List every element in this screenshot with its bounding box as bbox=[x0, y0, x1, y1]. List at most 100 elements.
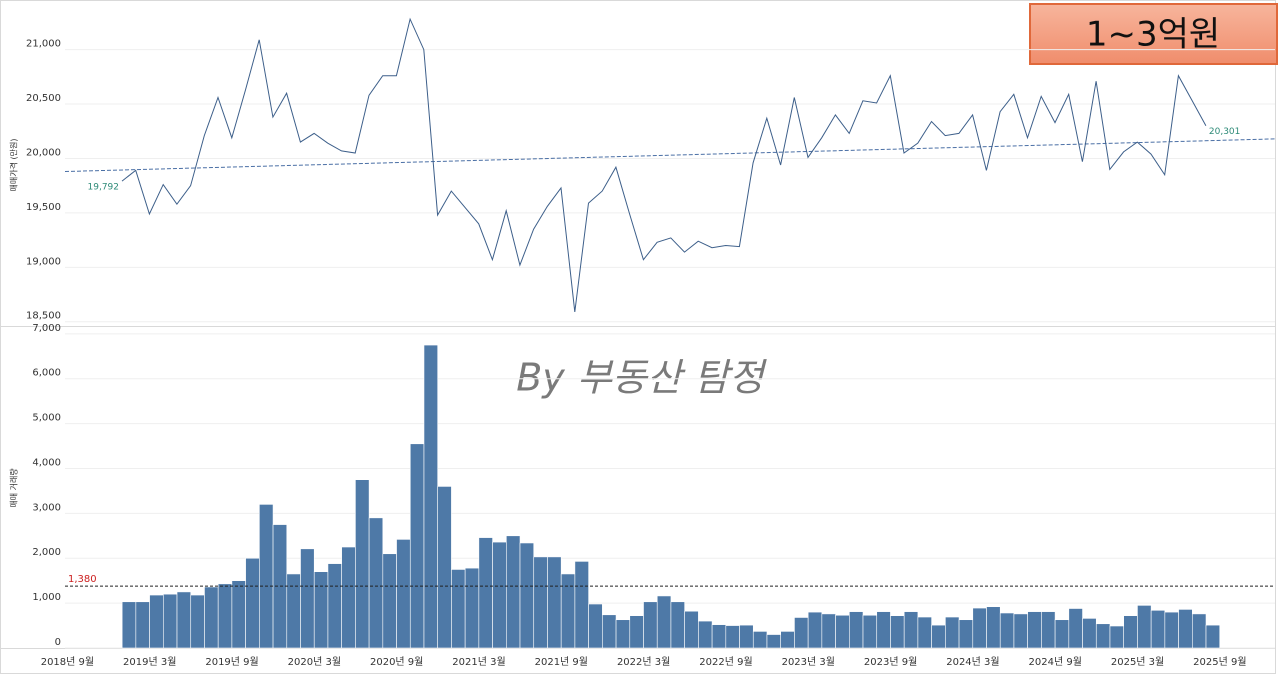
x-tick-label: 2021년 9월 bbox=[535, 656, 588, 668]
bar bbox=[1164, 611, 1179, 649]
bar bbox=[176, 591, 192, 649]
y-axis-title: 매매가격 (만원) bbox=[9, 139, 19, 192]
bar bbox=[766, 634, 781, 649]
y-tick-label: 1,000 bbox=[32, 592, 61, 603]
bar bbox=[1137, 605, 1152, 649]
bar bbox=[848, 611, 864, 649]
badge bbox=[1029, 3, 1278, 65]
x-tick-label: 2025년 9월 bbox=[1193, 656, 1246, 668]
bar bbox=[286, 573, 301, 649]
x-tick-label: 2020년 9월 bbox=[370, 656, 423, 668]
y-tick-label: 20,000 bbox=[26, 147, 61, 158]
x-tick-label: 2021년 3월 bbox=[452, 656, 505, 668]
trend-line bbox=[64, 138, 1276, 173]
bar bbox=[464, 567, 480, 649]
x-tick-label: 2022년 9월 bbox=[699, 656, 752, 668]
bar bbox=[1027, 611, 1042, 649]
bar bbox=[1013, 613, 1028, 649]
bar bbox=[1178, 609, 1193, 649]
bar bbox=[231, 580, 246, 649]
bar bbox=[519, 542, 535, 649]
bar bbox=[670, 601, 685, 649]
bar bbox=[821, 613, 836, 649]
bar bbox=[396, 539, 411, 649]
bar bbox=[1192, 613, 1207, 649]
bar bbox=[725, 625, 740, 649]
bar bbox=[986, 606, 1001, 649]
bar bbox=[684, 610, 699, 649]
bar bbox=[217, 583, 233, 649]
bar bbox=[656, 595, 672, 649]
bar bbox=[451, 569, 466, 649]
bar bbox=[931, 624, 946, 649]
bar bbox=[1095, 623, 1111, 649]
bar bbox=[698, 620, 713, 649]
bar bbox=[300, 548, 315, 649]
bar bbox=[615, 619, 631, 649]
bar bbox=[711, 624, 727, 649]
badge-text: 1~3억원 bbox=[1086, 15, 1220, 55]
bar bbox=[560, 573, 576, 649]
bar bbox=[903, 611, 919, 649]
x-tick-label: 2019년 3월 bbox=[123, 656, 176, 668]
bar bbox=[1041, 611, 1056, 649]
data-label: 20,301 bbox=[1209, 127, 1241, 137]
bar bbox=[135, 601, 150, 649]
watermark: By 부동산 탐정 bbox=[516, 356, 768, 400]
data-label: 19,792 bbox=[88, 183, 120, 193]
bar bbox=[752, 631, 768, 649]
bar bbox=[505, 535, 521, 649]
bar bbox=[423, 344, 439, 649]
bar bbox=[958, 619, 974, 649]
bar bbox=[1109, 625, 1124, 649]
y-tick-label: 18,500 bbox=[26, 311, 61, 322]
bar bbox=[341, 546, 356, 649]
bar bbox=[588, 603, 603, 649]
y-tick-label: 19,000 bbox=[26, 256, 61, 267]
bar bbox=[313, 571, 329, 649]
bar bbox=[629, 615, 644, 649]
bar bbox=[890, 615, 905, 649]
bar bbox=[259, 504, 274, 649]
bar bbox=[999, 612, 1015, 649]
y-tick-label: 2,000 bbox=[32, 547, 61, 558]
bar bbox=[917, 616, 932, 649]
bar bbox=[355, 479, 370, 649]
bar bbox=[478, 537, 493, 649]
bar bbox=[437, 486, 452, 649]
bar bbox=[1150, 610, 1166, 649]
x-tick-label: 2023년 3월 bbox=[782, 656, 835, 668]
bar bbox=[972, 607, 987, 649]
bar bbox=[547, 556, 562, 649]
bar bbox=[876, 611, 891, 649]
bar bbox=[533, 556, 548, 649]
bar bbox=[643, 601, 658, 649]
bar bbox=[1082, 618, 1097, 649]
y-tick-label: 7,000 bbox=[32, 323, 61, 334]
bar bbox=[1123, 615, 1138, 649]
bar bbox=[1054, 619, 1070, 649]
bar bbox=[739, 624, 754, 649]
bar bbox=[574, 561, 589, 649]
bar bbox=[602, 614, 617, 649]
y-tick-label: 3,000 bbox=[32, 502, 61, 513]
y-tick-label: 4,000 bbox=[32, 457, 61, 468]
reference-label: 1,380 bbox=[68, 574, 97, 585]
x-tick-label: 2025년 3월 bbox=[1111, 656, 1164, 668]
bar bbox=[204, 586, 219, 649]
y-tick-label: 5,000 bbox=[32, 413, 61, 424]
bar bbox=[780, 631, 795, 649]
x-tick-label: 2020년 3월 bbox=[288, 656, 341, 668]
bar bbox=[862, 614, 878, 649]
x-tick-label: 2023년 9월 bbox=[864, 656, 917, 668]
x-tick-label: 2018년 9월 bbox=[41, 656, 94, 668]
y-tick-label: 19,500 bbox=[26, 202, 61, 213]
y-axis-title: 매매 거래량 bbox=[9, 468, 19, 508]
bar bbox=[368, 517, 384, 649]
price-line bbox=[121, 17, 1207, 312]
x-tick-label: 2024년 9월 bbox=[1029, 656, 1082, 668]
bar bbox=[245, 557, 260, 649]
bar bbox=[1068, 608, 1083, 649]
